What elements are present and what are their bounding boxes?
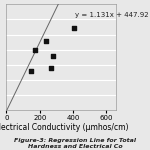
Point	[49, 67, 52, 69]
X-axis label: Electrical Conductivity (µmhos/cm): Electrical Conductivity (µmhos/cm)	[0, 123, 129, 132]
Point	[34, 48, 36, 51]
Point	[45, 39, 48, 42]
Text: Figure-3: Regression Line for Total Hardness and Electrical Co: Figure-3: Regression Line for Total Hard…	[14, 138, 136, 149]
Text: y = 1.131x + 447.92: y = 1.131x + 447.92	[75, 12, 148, 18]
Point	[52, 55, 54, 57]
Point	[30, 70, 33, 72]
Point	[73, 27, 75, 30]
